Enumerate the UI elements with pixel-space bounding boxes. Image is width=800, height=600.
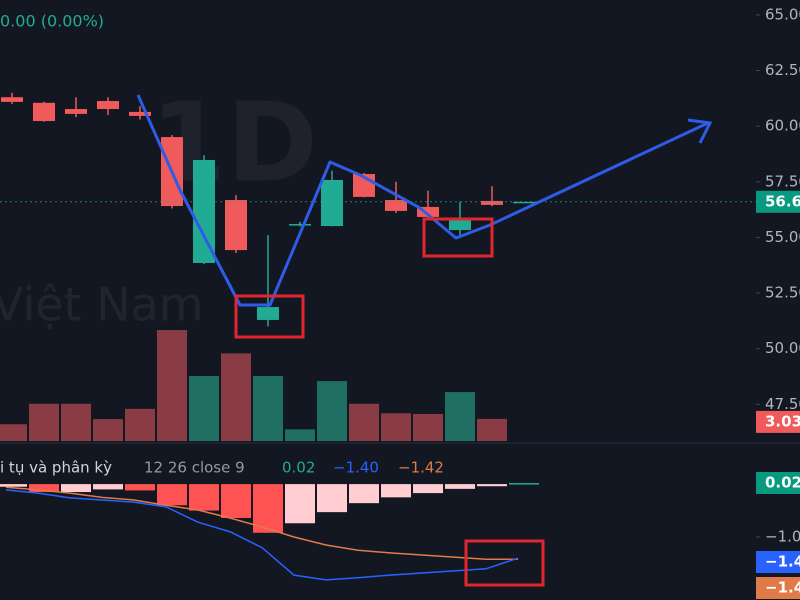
legend-value: −1.40 [333, 459, 379, 477]
candle-body [481, 200, 503, 205]
histogram-bar [445, 484, 475, 489]
last-price-box [756, 190, 800, 213]
watermark-sub: Việt Nam [0, 278, 204, 332]
highlight-box [234, 294, 305, 339]
y-tick-label: −1.00 [765, 528, 800, 546]
volume-bar [61, 403, 91, 441]
axis-value-label: −1.4 [765, 553, 800, 571]
candle-body [1, 97, 23, 102]
y-tick-label: 47.50 [765, 395, 800, 413]
candle-body [97, 101, 119, 110]
histogram-bar [413, 484, 443, 494]
candle-body [449, 220, 471, 231]
axis-label-box [756, 577, 800, 599]
change-text: 0.00 (0.00%) [0, 12, 104, 31]
histogram-bar [349, 484, 379, 504]
macd-line [5, 489, 519, 581]
candle-body [513, 201, 535, 204]
y-tick-label: 60.00 [765, 117, 800, 135]
histogram-bar [61, 484, 91, 493]
candle-body [417, 206, 439, 217]
volume-bar [189, 376, 219, 441]
volume-bar [349, 403, 379, 441]
axis-label-box [756, 551, 800, 573]
volume-bar [285, 429, 315, 441]
histogram-bar [253, 484, 283, 533]
histogram-bar [477, 484, 507, 487]
histogram-bar [221, 484, 251, 518]
volume-bar [317, 381, 347, 441]
legend-value: −1.42 [398, 459, 444, 477]
histogram-bar [0, 484, 27, 487]
candle-body [65, 109, 87, 114]
histogram-bar [157, 484, 187, 506]
y-tick-label: 52.50 [765, 284, 800, 302]
macd-title: i tụ và phân kỳ [0, 459, 112, 477]
macd-params: 12 26 close 9 [144, 459, 245, 477]
candle-body [257, 307, 279, 320]
annotation-arrow [136, 94, 709, 307]
histogram-bar [125, 484, 155, 491]
legend-value: 0.02 [282, 459, 315, 477]
histogram-bar [93, 484, 123, 490]
volume-bar [445, 392, 475, 441]
candle-body [385, 200, 407, 211]
candle-body [321, 180, 343, 227]
volume-bar [477, 418, 507, 441]
volume-bar [253, 376, 283, 441]
volume-bar [125, 408, 155, 441]
candle-body [33, 102, 55, 122]
y-tick-label: 62.50 [765, 61, 800, 79]
volume-label: 3.03 [765, 412, 800, 430]
candle-body [289, 224, 311, 226]
candle-body [193, 159, 215, 263]
volume-bar [413, 413, 443, 441]
y-tick-label: 57.50 [765, 172, 800, 190]
y-tick-label: 65.00 [765, 5, 800, 23]
volume-bar [221, 353, 251, 441]
histogram-bar [189, 484, 219, 511]
highlight-box [422, 217, 494, 258]
arrow-head [687, 118, 713, 144]
axis-value-label: 0.02 [765, 474, 800, 492]
volume-label-box [756, 410, 800, 433]
candle-body [225, 200, 247, 251]
volume-bar [381, 413, 411, 441]
y-tick-label: 50.00 [765, 339, 800, 357]
y-tick-label: 55.00 [765, 228, 800, 246]
candle-body [129, 111, 151, 116]
last-price-label: 56.6 [765, 192, 800, 210]
volume-bar [157, 330, 187, 441]
volume-bar [0, 424, 27, 441]
highlight-box [464, 539, 545, 587]
volume-bar [29, 403, 59, 441]
histogram-bar [29, 484, 59, 493]
histogram-bar [381, 484, 411, 498]
histogram-bar [317, 484, 347, 513]
signal-line [5, 486, 518, 561]
axis-label-box [756, 472, 800, 494]
axis-value-label: −1.4 [765, 579, 800, 597]
volume-bar [93, 419, 123, 441]
histogram-bar [285, 484, 315, 524]
histogram-bar [509, 483, 539, 485]
